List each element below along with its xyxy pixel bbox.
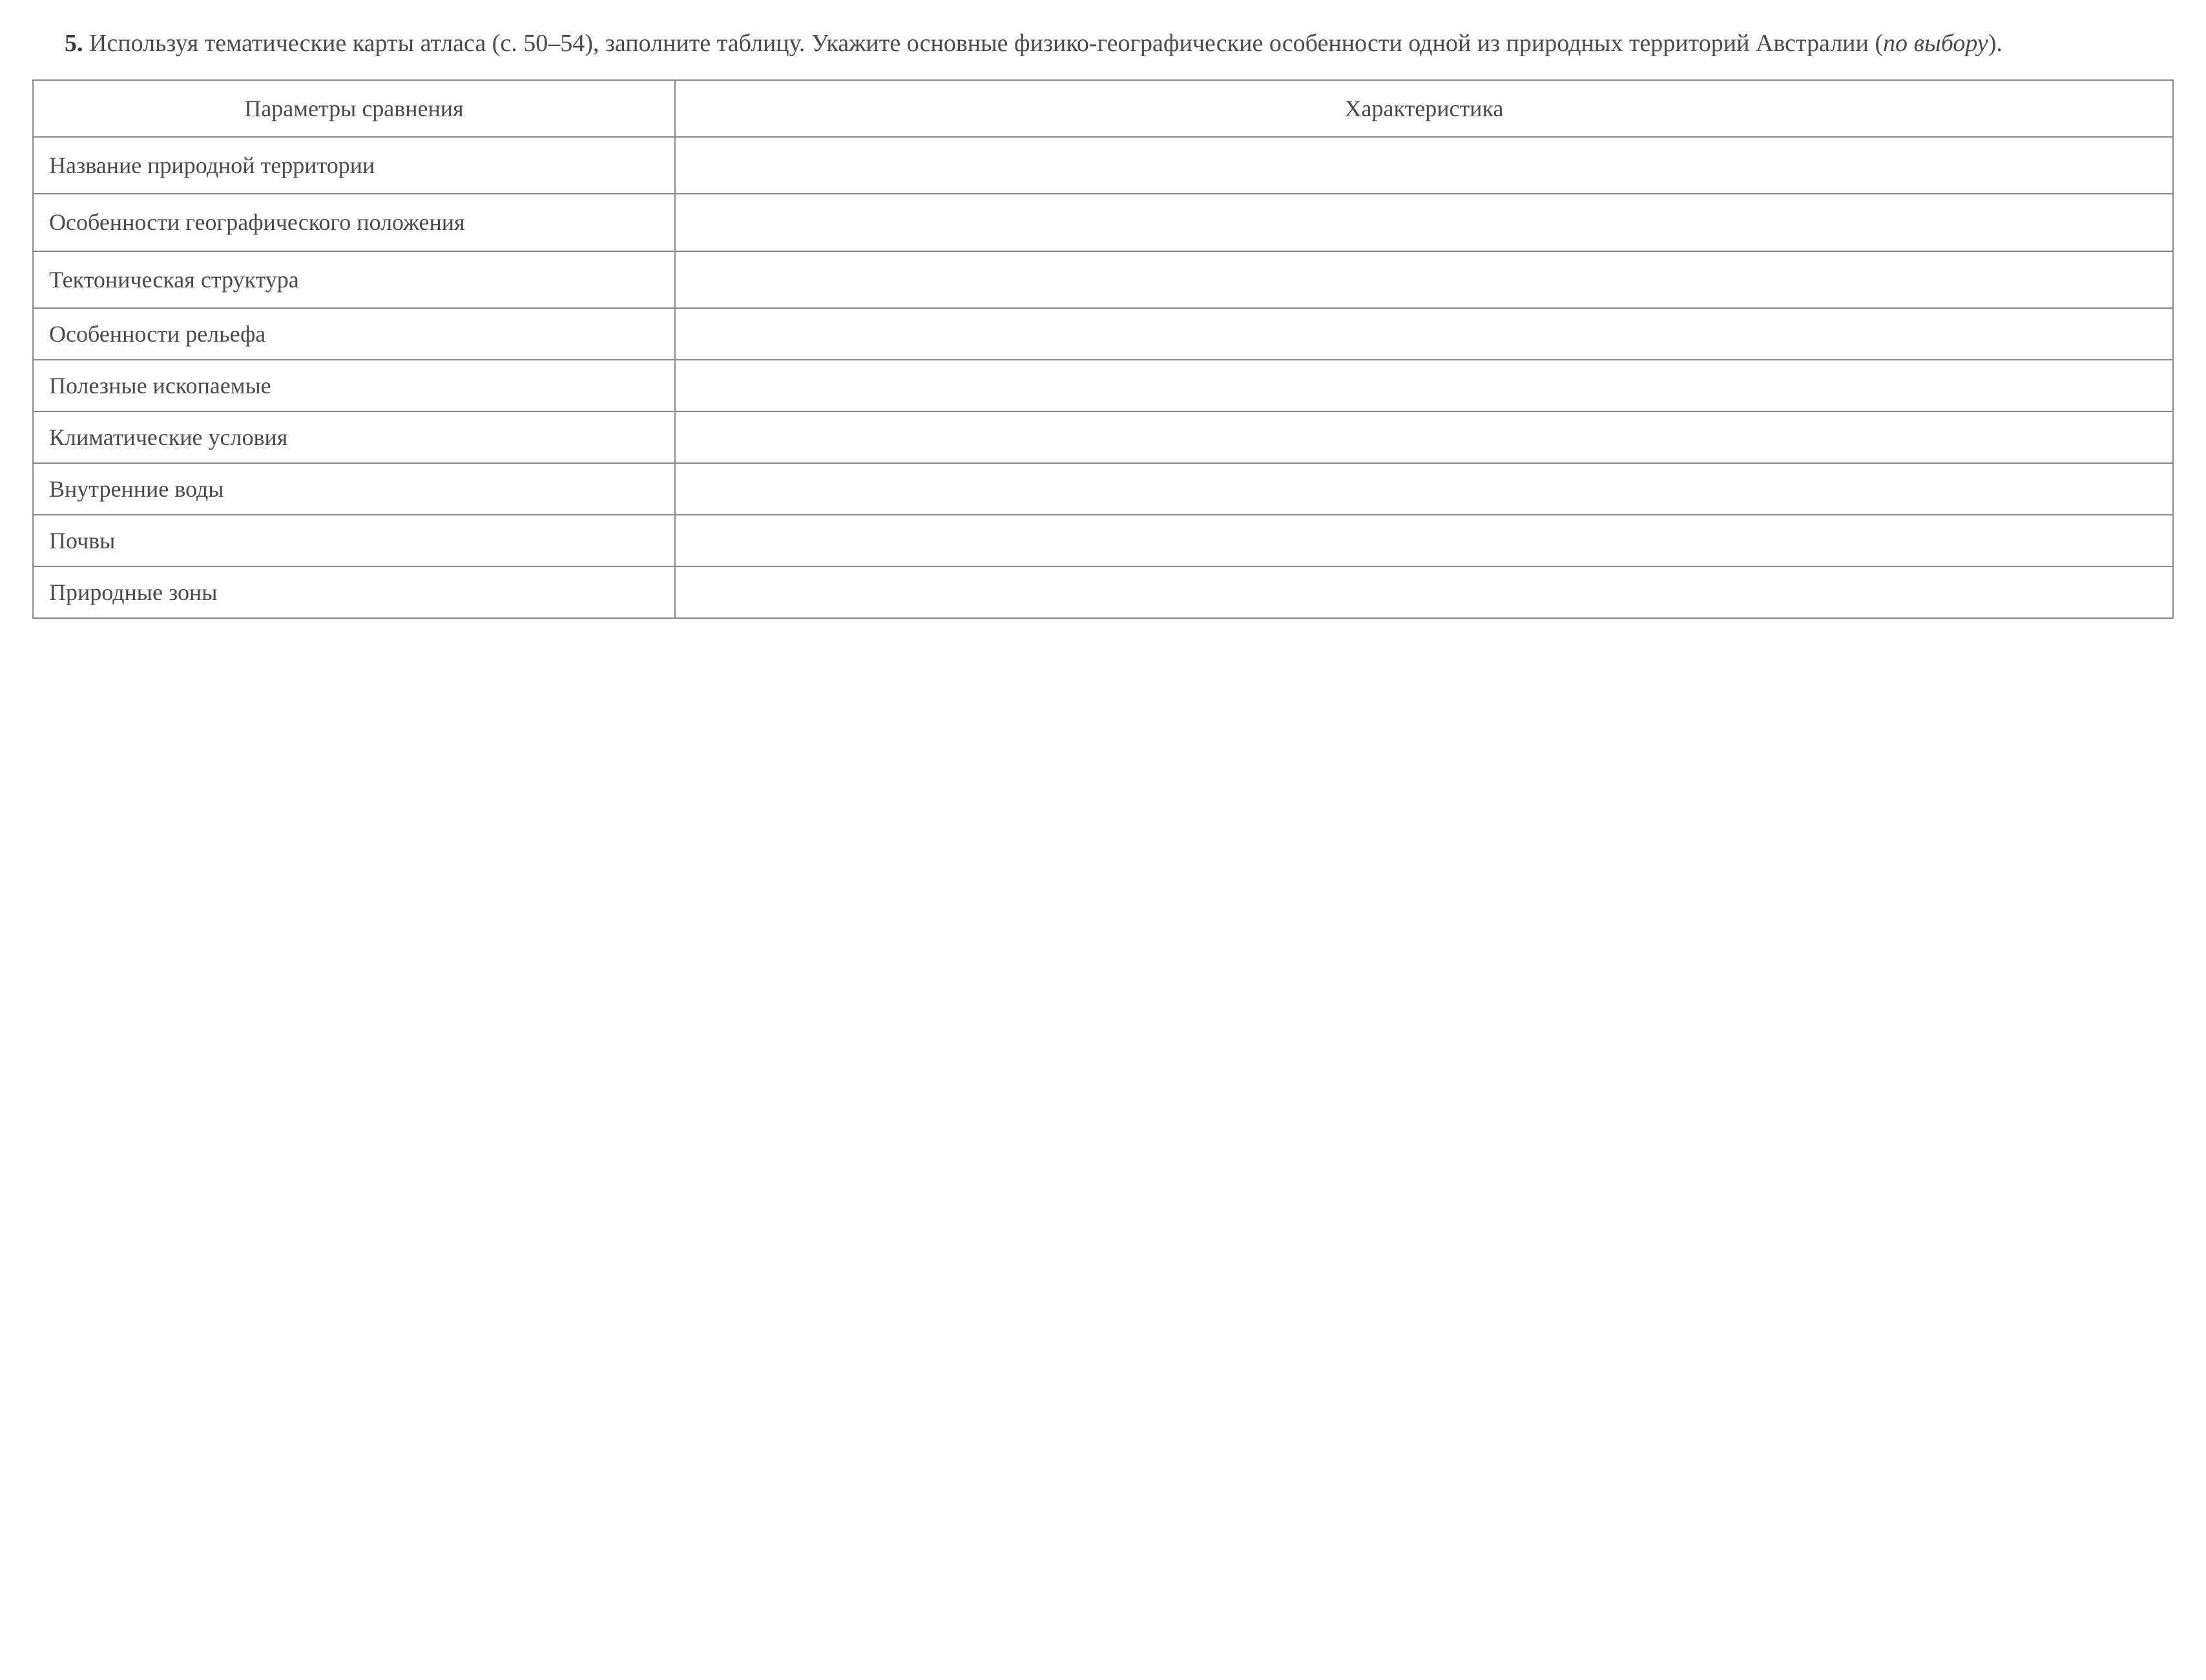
table-row: Внутренние воды xyxy=(33,463,2173,515)
table-row: Название природной территории xyxy=(33,137,2173,194)
table-row: Тектоническая структура xyxy=(33,251,2173,308)
param-cell: Природные зоны xyxy=(33,566,675,618)
exercise-instruction: 5. Используя тематические карты атласа (… xyxy=(32,26,2174,61)
value-cell xyxy=(675,137,2173,194)
param-cell: Тектоническая структура xyxy=(33,251,675,308)
value-cell xyxy=(675,251,2173,308)
value-cell xyxy=(675,308,2173,360)
table-row: Климатические условия xyxy=(33,411,2173,463)
param-cell: Почвы xyxy=(33,515,675,566)
header-params: Параметры сравнения xyxy=(33,80,675,137)
instruction-italic: по выбору xyxy=(1883,30,1988,57)
exercise-number: 5. xyxy=(65,30,83,57)
table-row: Природные зоны xyxy=(33,566,2173,618)
instruction-text-2: ). xyxy=(1988,30,2003,57)
param-cell: Особенности географического положения xyxy=(33,194,675,251)
param-cell: Внутренние воды xyxy=(33,463,675,515)
table-row: Почвы xyxy=(33,515,2173,566)
table-header-row: Параметры сравнения Характеристика xyxy=(33,80,2173,137)
characteristics-table: Параметры сравнения Характеристика Назва… xyxy=(32,79,2174,619)
table-row: Полезные ископаемые xyxy=(33,360,2173,411)
value-cell xyxy=(675,360,2173,411)
table-row: Особенности рельефа xyxy=(33,308,2173,360)
param-cell: Климатические условия xyxy=(33,411,675,463)
value-cell xyxy=(675,463,2173,515)
value-cell xyxy=(675,566,2173,618)
param-cell: Особенности рельефа xyxy=(33,308,675,360)
header-characteristic: Характеристика xyxy=(675,80,2173,137)
value-cell xyxy=(675,194,2173,251)
value-cell xyxy=(675,411,2173,463)
param-cell: Название природной территории xyxy=(33,137,675,194)
instruction-text-1: Используя тематические карты атласа (с. … xyxy=(89,30,1883,57)
table-body: Название природной территорииОсобенности… xyxy=(33,137,2173,618)
param-cell: Полезные ископаемые xyxy=(33,360,675,411)
value-cell xyxy=(675,515,2173,566)
table-row: Особенности географического положения xyxy=(33,194,2173,251)
